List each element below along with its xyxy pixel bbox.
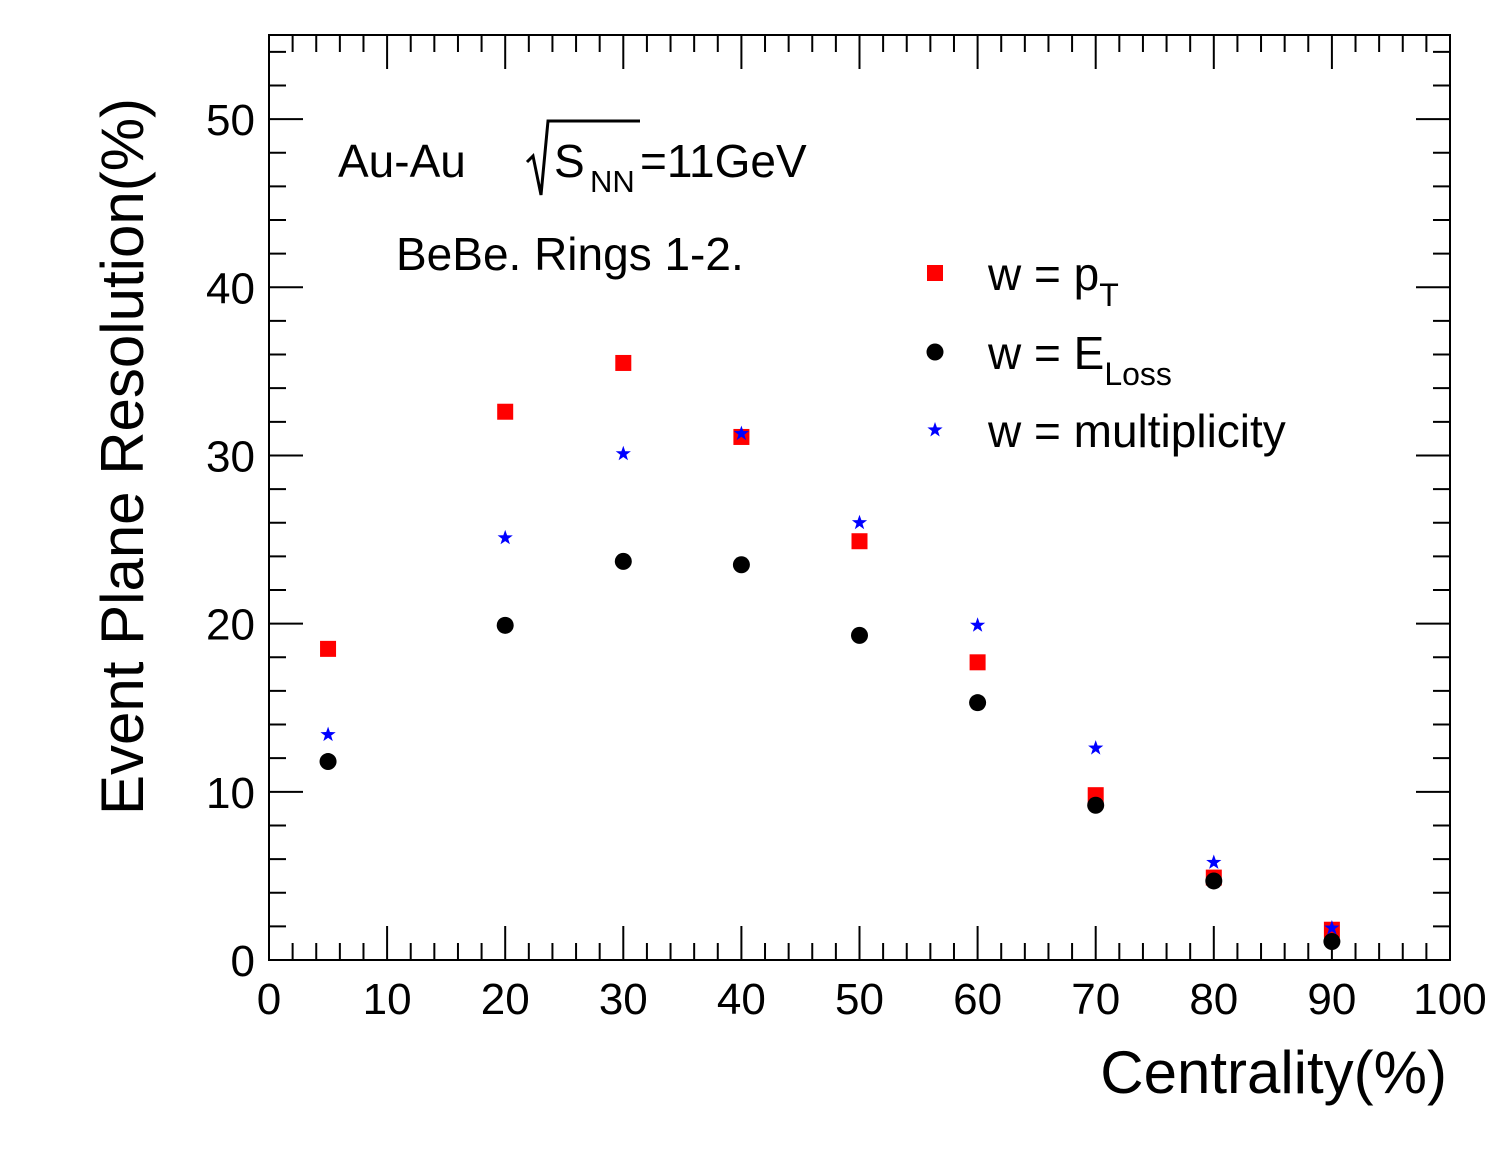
annotation-sqrt-s: S (554, 135, 585, 187)
x-tick-label: 10 (363, 975, 412, 1024)
data-point-square (320, 640, 337, 657)
annotation-system: Au-Au (338, 135, 466, 187)
data-point-circle (1323, 933, 1341, 950)
data-point-circle (732, 556, 750, 574)
axis-ticks (268, 35, 1451, 961)
data-point-star (615, 445, 631, 461)
x-axis-title: Centrality(%) (1100, 1039, 1447, 1106)
legend-marker-star (927, 422, 943, 437)
legend: w = pT w = ELoss w = multiplicity (926, 248, 1286, 457)
data-point-circle (1087, 796, 1105, 814)
data-point-circle (1205, 872, 1223, 890)
y-tick-label: 30 (206, 432, 255, 481)
legend-label-sub: T (1099, 277, 1119, 313)
data-point-square (969, 654, 986, 671)
annotation-energy: =11GeV (640, 135, 807, 187)
x-tick-label: 20 (481, 975, 530, 1024)
data-point-circle (969, 694, 987, 712)
data-point-star (1324, 920, 1340, 935)
data-point-square (851, 533, 868, 550)
annotation-block: Au-Au S NN =11GeV BeBe. Rings 1-2. (338, 119, 807, 280)
x-tick-label: 90 (1307, 975, 1356, 1024)
x-tick-label: 0 (257, 975, 281, 1024)
x-tick-label: 80 (1189, 975, 1238, 1024)
data-point-circle (614, 552, 632, 570)
x-tick-label: 60 (953, 975, 1002, 1024)
y-tick-label: 50 (206, 96, 255, 145)
sqrt-sign-icon (525, 119, 640, 196)
tick-labels: 0 10 20 30 40 50 60 70 80 90 100 0 10 20 30 40 50 (206, 96, 1487, 1024)
y-tick-label: 20 (206, 601, 255, 650)
data-point-circle (319, 753, 337, 771)
annotation-sqrt-s-sub: NN (590, 164, 635, 199)
x-tick-label: 40 (717, 975, 766, 1024)
x-tick-label: 100 (1413, 975, 1486, 1024)
data-point-star (497, 529, 513, 545)
data-point-star (970, 617, 986, 632)
data-point-square (497, 403, 514, 420)
data-point-circle (851, 626, 868, 644)
series-layer (319, 354, 1341, 950)
data-point-star (733, 425, 749, 441)
data-point-star (1088, 740, 1104, 755)
x-tick-label: 70 (1071, 975, 1120, 1024)
y-tick-label: 10 (206, 769, 255, 818)
legend-label: w = multiplicity (987, 405, 1286, 457)
data-point-star (1206, 854, 1222, 869)
data-point-star (851, 514, 868, 530)
legend-label-sub: Loss (1104, 356, 1172, 392)
x-tick-label: 50 (835, 975, 884, 1024)
y-tick-label: 0 (231, 937, 255, 986)
x-tick-label: 30 (599, 975, 648, 1024)
legend-label: w = pT (987, 248, 1119, 313)
data-point-circle (496, 616, 514, 634)
legend-label: w = ELoss (987, 327, 1172, 392)
data-point-square (615, 354, 632, 371)
legend-marker-square (927, 265, 943, 281)
annotation-detector: BeBe. Rings 1-2. (396, 228, 744, 280)
data-point-star (320, 726, 336, 742)
y-axis-title: Event Plane Resolution(%) (89, 98, 156, 815)
legend-marker-circle (926, 343, 944, 361)
y-tick-label: 40 (206, 264, 255, 313)
